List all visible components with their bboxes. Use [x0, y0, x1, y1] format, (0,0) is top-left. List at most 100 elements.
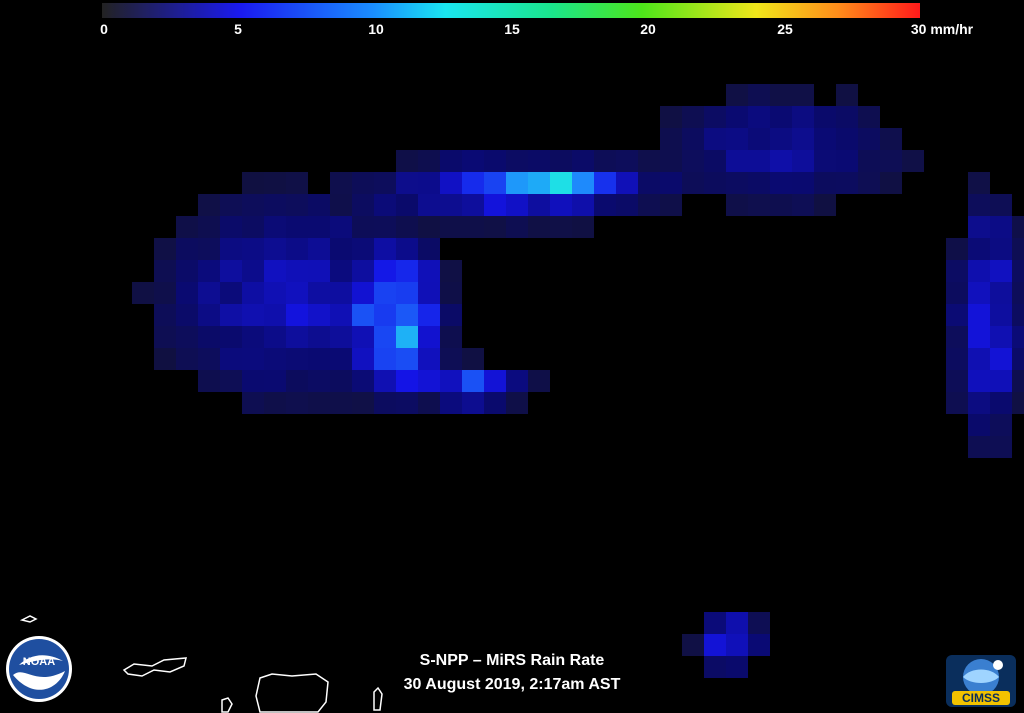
rain-rate-pixel: [726, 128, 748, 150]
rain-rate-pixel: [176, 348, 198, 370]
rain-rate-pixel: [968, 304, 990, 326]
rain-rate-pixel: [352, 348, 374, 370]
rain-rate-pixel: [660, 150, 682, 172]
rain-rate-pixel: [968, 348, 990, 370]
rain-rate-pixel: [308, 282, 330, 304]
colorbar-tick: 30 mm/hr: [910, 21, 974, 37]
rain-rate-pixel: [440, 150, 462, 172]
rain-rate-pixel: [704, 150, 726, 172]
rain-rate-pixel: [242, 370, 264, 392]
rain-rate-pixel: [858, 128, 880, 150]
rain-rate-pixel: [396, 216, 418, 238]
rain-rate-pixel: [374, 260, 396, 282]
rain-rate-pixel: [748, 612, 770, 634]
rain-rate-pixel: [726, 194, 748, 216]
rain-rate-pixel: [946, 282, 968, 304]
rain-rate-pixel: [990, 392, 1012, 414]
rain-rate-pixel: [374, 282, 396, 304]
rain-rate-pixel: [352, 282, 374, 304]
rain-rate-pixel: [264, 172, 286, 194]
rain-rate-pixel: [154, 260, 176, 282]
rain-rate-pixel: [440, 392, 462, 414]
colorbar-tick: 5: [234, 21, 242, 37]
rain-rate-pixel: [682, 106, 704, 128]
rain-rate-pixel: [396, 150, 418, 172]
rain-rate-pixel: [726, 612, 748, 634]
rain-rate-pixel: [352, 194, 374, 216]
rain-rate-pixel: [990, 238, 1012, 260]
rain-rate-pixel: [198, 370, 220, 392]
rain-rate-pixel: [484, 216, 506, 238]
rain-rate-pixel: [330, 304, 352, 326]
rain-rate-pixel: [616, 194, 638, 216]
rain-rate-pixel: [704, 106, 726, 128]
rain-rate-pixel: [726, 172, 748, 194]
rain-rate-pixel: [220, 282, 242, 304]
rain-rate-pixel: [506, 216, 528, 238]
rain-rate-pixel: [792, 150, 814, 172]
rain-rate-pixel: [616, 172, 638, 194]
rain-rate-pixel: [682, 634, 704, 656]
rain-rate-pixel: [242, 282, 264, 304]
rain-rate-pixel: [770, 128, 792, 150]
rain-rate-pixel: [990, 326, 1012, 348]
rain-rate-pixel: [1012, 282, 1024, 304]
rain-rate-pixel: [1012, 392, 1024, 414]
rain-rate-pixel: [462, 172, 484, 194]
rain-rate-pixel: [264, 348, 286, 370]
rain-rate-pixel: [198, 304, 220, 326]
rain-rate-pixels: [132, 84, 1024, 678]
rain-rate-pixel: [242, 392, 264, 414]
rain-rate-pixel: [528, 194, 550, 216]
rain-rate-pixel: [308, 238, 330, 260]
rain-rate-pixel: [990, 414, 1012, 436]
rain-rate-pixel: [264, 238, 286, 260]
rain-rate-pixel: [968, 326, 990, 348]
rain-rate-pixel: [1012, 238, 1024, 260]
rain-rate-pixel: [462, 392, 484, 414]
rain-rate-pixel: [330, 370, 352, 392]
rain-rate-pixel: [616, 150, 638, 172]
rain-rate-pixel: [836, 128, 858, 150]
rain-rate-pixel: [968, 392, 990, 414]
rain-rate-pixel: [462, 348, 484, 370]
coastline-outlines: [19, 615, 383, 713]
rain-rate-pixel: [352, 326, 374, 348]
rain-rate-pixel: [374, 370, 396, 392]
rain-rate-pixel: [946, 370, 968, 392]
colorbar-tick: 10: [368, 21, 384, 37]
rain-rate-pixel: [176, 260, 198, 282]
rain-rate-pixel: [836, 150, 858, 172]
rain-rate-pixel: [748, 194, 770, 216]
rain-rate-pixel: [572, 216, 594, 238]
rain-rate-pixel: [418, 326, 440, 348]
rain-rate-pixel: [792, 172, 814, 194]
rain-rate-pixel: [242, 216, 264, 238]
rain-rate-pixel: [660, 106, 682, 128]
noaa-logo: NOAA: [6, 636, 72, 702]
rain-rate-pixel: [858, 172, 880, 194]
rain-rate-pixel: [154, 304, 176, 326]
rain-rate-pixel: [330, 392, 352, 414]
rain-rate-pixel: [506, 194, 528, 216]
rain-rate-pixel: [396, 194, 418, 216]
rain-rate-pixel: [352, 304, 374, 326]
rain-rate-pixel: [990, 304, 1012, 326]
rain-rate-pixel: [704, 128, 726, 150]
rain-rate-pixel: [858, 106, 880, 128]
rain-rate-pixel: [396, 392, 418, 414]
rain-rate-pixel: [1012, 326, 1024, 348]
rain-rate-pixel: [528, 216, 550, 238]
rain-rate-pixel: [462, 194, 484, 216]
cimss-logo: CIMSS: [946, 655, 1016, 707]
rain-rate-pixel: [396, 172, 418, 194]
rain-rate-pixel: [748, 106, 770, 128]
rain-rate-pixel: [726, 634, 748, 656]
rain-rate-pixel: [198, 238, 220, 260]
rain-rate-pixel: [902, 150, 924, 172]
rain-rate-pixel: [836, 84, 858, 106]
rain-rate-pixel: [440, 326, 462, 348]
rain-rate-pixel: [242, 348, 264, 370]
rain-rate-pixel: [286, 194, 308, 216]
rain-rate-pixel: [946, 392, 968, 414]
